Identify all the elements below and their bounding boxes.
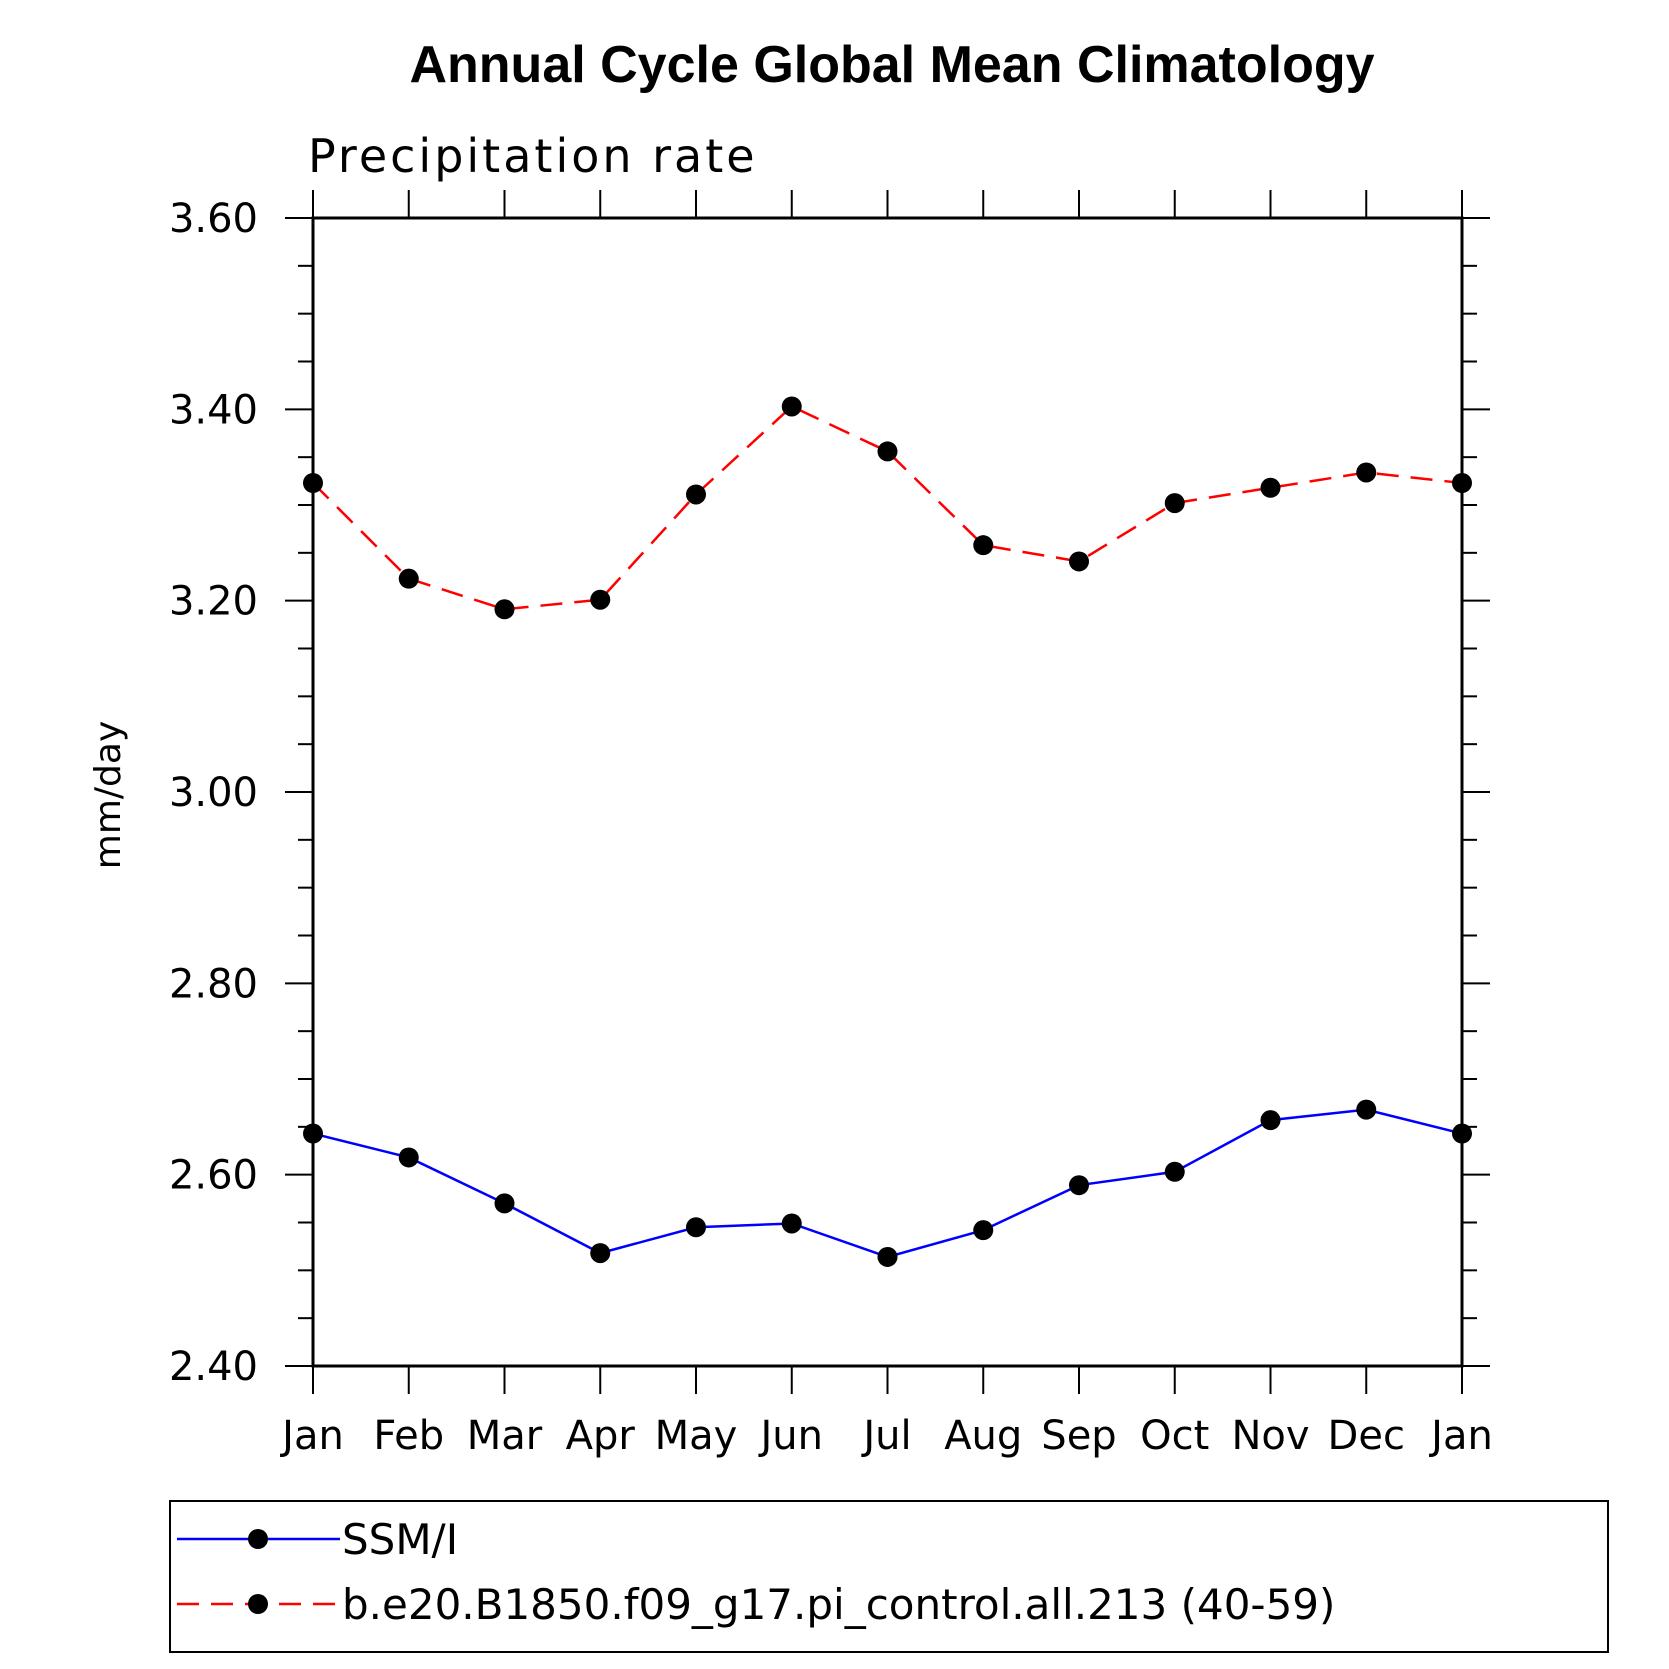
series-line-2	[312, 404, 1463, 611]
x-tick-label: Jan	[279, 1413, 344, 1459]
legend-marker	[248, 1594, 268, 1614]
y-tick-label: 2.40	[169, 1344, 258, 1390]
data-point	[1164, 493, 1185, 514]
legend-label-2: b.e20.B1850.f09_g17.pi_control.all.213 (…	[342, 1580, 1335, 1629]
data-point	[686, 1217, 706, 1238]
data-point	[1260, 477, 1281, 498]
data-point	[494, 1193, 515, 1214]
series-markers	[303, 396, 1472, 1267]
legend-box	[169, 1500, 1609, 1653]
data-point	[973, 535, 994, 556]
data-point	[590, 1243, 611, 1264]
plot-frame	[311, 216, 1464, 1368]
data-point	[590, 589, 611, 610]
series-lines	[312, 404, 1463, 1259]
data-point	[781, 396, 802, 417]
chart-title: Annual Cycle Global Mean Climatology	[409, 36, 1374, 94]
data-point	[686, 484, 706, 505]
chart-subtitle: Precipitation rate	[308, 129, 758, 183]
legend-marker	[248, 1529, 268, 1549]
legend: SSM/I b.e20.B1850.f09_g17.pi_control.all.…	[169, 1500, 1609, 1653]
x-tick-label: Jan	[1428, 1413, 1493, 1459]
data-point	[973, 1220, 994, 1241]
data-point	[1164, 1161, 1185, 1182]
x-tick-label: Jul	[860, 1413, 911, 1459]
x-tick-label: Oct	[1140, 1413, 1209, 1459]
y-tick-label: 2.80	[169, 961, 258, 1007]
data-point	[1260, 1110, 1281, 1131]
x-tick-labels: Jan Feb Mar Apr May Jun Jul Aug Sep Oct Nov Dec Jan	[279, 1413, 1493, 1459]
y-tick-label: 2.60	[169, 1153, 258, 1199]
x-tick-label: Dec	[1328, 1413, 1405, 1459]
data-point	[1069, 1175, 1089, 1196]
series-line-1	[312, 1108, 1463, 1259]
data-point	[1069, 551, 1089, 572]
y-tick-labels: 2.40 2.60 2.80 3.00 3.20 3.40 3.60	[169, 196, 258, 1390]
axis-ticks	[285, 190, 1490, 1394]
x-tick-label: Nov	[1231, 1413, 1309, 1459]
data-point	[1356, 1099, 1377, 1120]
data-point	[494, 599, 515, 620]
y-tick-label: 3.40	[169, 387, 258, 433]
x-tick-label: Aug	[944, 1413, 1022, 1459]
legend-entries: SSM/I b.e20.B1850.f09_g17.pi_control.all.…	[177, 1515, 1335, 1629]
data-point	[1356, 462, 1377, 483]
data-point	[398, 1147, 419, 1168]
data-point	[781, 1213, 802, 1234]
y-tick-label: 3.20	[169, 579, 258, 625]
data-point	[877, 1246, 898, 1267]
x-tick-label: Jun	[758, 1413, 824, 1459]
x-tick-label: Apr	[566, 1413, 636, 1459]
x-tick-label: Feb	[373, 1413, 444, 1459]
x-tick-label: Mar	[467, 1413, 543, 1459]
y-tick-label: 3.60	[169, 196, 258, 242]
legend-label-1: SSM/I	[342, 1515, 458, 1564]
data-point	[398, 568, 419, 589]
x-tick-label: May	[655, 1413, 738, 1459]
x-tick-label: Sep	[1041, 1413, 1116, 1459]
y-tick-label: 3.00	[169, 770, 258, 816]
y-axis-label: mm/day	[88, 721, 129, 869]
data-point	[877, 441, 898, 462]
